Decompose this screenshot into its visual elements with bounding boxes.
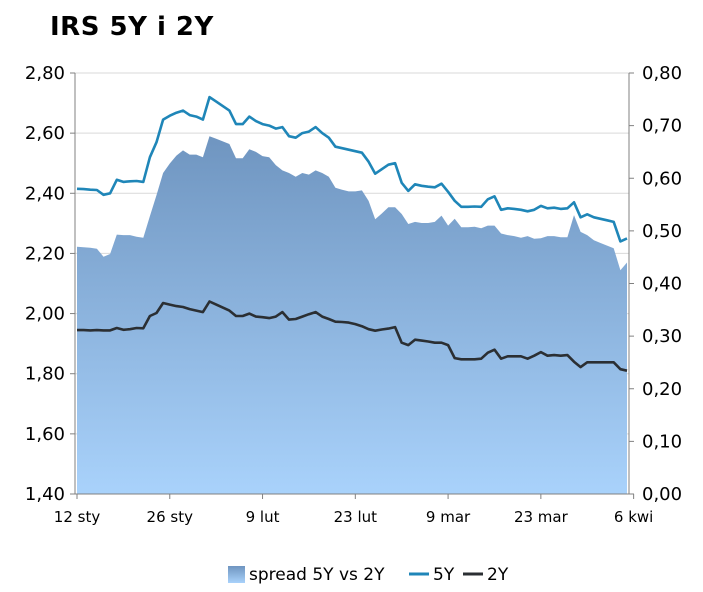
- x-tick-label: 26 sty: [147, 508, 194, 526]
- y-right-tick-label: 0,80: [642, 63, 682, 84]
- y-right-tick-label: 0,70: [642, 116, 682, 137]
- x-tick-label: 12 sty: [54, 508, 101, 526]
- legend-label-2y: 2Y: [487, 565, 509, 585]
- y-left-tick-label: 2,40: [25, 183, 65, 204]
- y-right-tick-label: 0,10: [642, 431, 682, 452]
- legend-label-5y: 5Y: [433, 565, 455, 585]
- y-right-tick-label: 0,30: [642, 326, 682, 347]
- y-left-tick-label: 1,60: [25, 424, 65, 445]
- y-left-tick-label: 2,00: [25, 304, 65, 325]
- y-right-tick-label: 0,60: [642, 168, 682, 189]
- x-tick-label: 6 kwi: [614, 508, 653, 526]
- x-tick-label: 9 lut: [246, 508, 280, 526]
- series-area-spread: [77, 136, 627, 494]
- y-right-tick-label: 0,20: [642, 379, 682, 400]
- x-tick-label: 23 lut: [334, 508, 378, 526]
- series-line-2y: [77, 300, 628, 372]
- y-left-tick-label: 1,40: [25, 484, 65, 505]
- y-left-tick-label: 2,60: [25, 123, 65, 144]
- y-right-tick-label: 0,00: [642, 484, 682, 505]
- y-right-tick-label: 0,40: [642, 274, 682, 295]
- series-line-5y: [76, 95, 628, 243]
- x-tick-label: 9 mar: [426, 508, 471, 526]
- y-left-tick-label: 2,80: [25, 63, 65, 84]
- y-left-tick-label: 1,80: [25, 364, 65, 385]
- legend-swatch-spread: [228, 566, 245, 583]
- x-tick-label: 23 mar: [514, 508, 569, 526]
- legend: spread 5Y vs 2Y 5Y 2Y: [228, 565, 509, 585]
- legend-label-spread: spread 5Y vs 2Y: [249, 565, 385, 585]
- chart-title: IRS 5Y i 2Y: [50, 12, 214, 42]
- y-left-tick-label: 2,20: [25, 243, 65, 264]
- y-right-tick-label: 0,50: [642, 221, 682, 242]
